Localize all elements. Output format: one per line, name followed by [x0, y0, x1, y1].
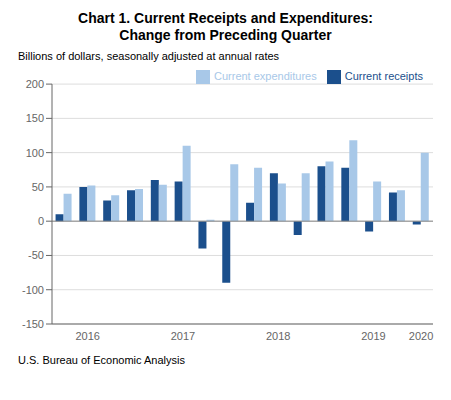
svg-text:50: 50 — [32, 181, 44, 193]
html-text:Current receipts: Current receipts — [344, 70, 423, 82]
svg-text:-100: -100 — [22, 284, 44, 296]
svg-text:100: 100 — [26, 147, 44, 159]
svg-text:200: 200 — [26, 78, 44, 90]
html-text:U.S. Bureau of Economic Analys: U.S. Bureau of Economic Analysis — [18, 354, 185, 366]
html-text:Chart 1. Current Receipts and: Chart 1. Current Receipts and Expenditur… — [78, 10, 373, 43]
svg-text:0: 0 — [38, 215, 44, 227]
svg-text:2016: 2016 — [75, 330, 99, 342]
svg-text:-150: -150 — [22, 318, 44, 330]
svg-text:2019: 2019 — [361, 330, 385, 342]
svg-text:150: 150 — [26, 112, 44, 124]
svg-text:-50: -50 — [28, 249, 44, 261]
html-text:Billions of dollars, seasonall: Billions of dollars, seasonally adjusted… — [18, 50, 280, 62]
svg-text:2017: 2017 — [171, 330, 195, 342]
svg-text:2018: 2018 — [266, 330, 290, 342]
html-text:Current expenditures: Current expenditures — [214, 70, 317, 82]
svg-text:2020: 2020 — [409, 330, 433, 342]
